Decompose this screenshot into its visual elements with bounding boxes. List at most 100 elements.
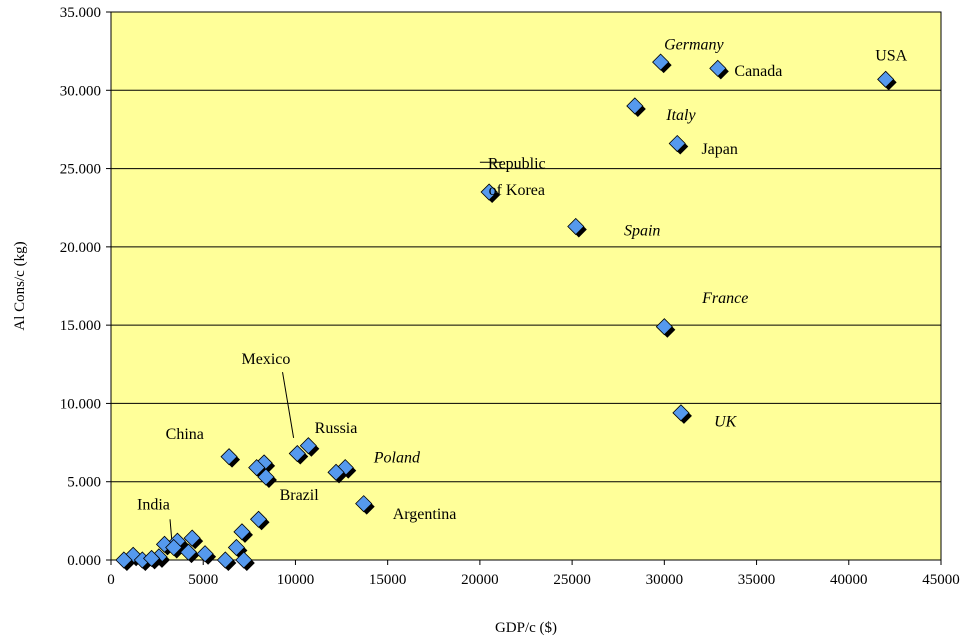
marker (227, 538, 245, 557)
plot-frame (110, 11, 942, 561)
annotation-label: Germany (664, 36, 724, 53)
y-tick-label: 10.000 (60, 396, 101, 412)
data-point (567, 217, 587, 238)
y-tick-label: 5.000 (67, 475, 101, 491)
annotation-label: China (166, 426, 204, 443)
marker (668, 134, 686, 153)
data-point (183, 529, 204, 550)
y-axis-ticks: 0.000 5.000 10.000 15.000 20.000 25.000 30.000… (60, 5, 111, 569)
marker (233, 523, 251, 541)
x-tick-label: 40000 (830, 572, 868, 588)
x-tick-label: 0 (107, 572, 115, 588)
data-point (216, 551, 237, 571)
marker (249, 510, 268, 528)
x-tick-label: 10000 (277, 572, 315, 588)
x-tick-label: 30000 (646, 572, 684, 588)
marker (183, 529, 201, 547)
annotation-label: Canada (734, 63, 782, 80)
marker (672, 404, 690, 422)
annotation-label: France (701, 290, 748, 307)
annotation-label: Mexico (241, 351, 290, 368)
marker (655, 318, 673, 336)
data-point (626, 97, 646, 117)
annotation-label: of Korea (489, 182, 545, 199)
leader-line (282, 372, 295, 438)
marker (567, 217, 585, 236)
data-point (257, 468, 277, 489)
y-tick-label: 25.000 (60, 162, 101, 178)
x-tick-label: 45000 (922, 572, 960, 588)
marker (355, 495, 373, 513)
marker (216, 551, 234, 569)
y-tick-label: 0.000 (67, 553, 101, 569)
y-tick-label: 30.000 (60, 83, 101, 99)
marker (257, 468, 275, 486)
x-axis-ticks: 0 5000 10000 15000 20000 25000 30000 35000 40000… (107, 560, 960, 588)
marker (165, 538, 183, 557)
data-point (220, 448, 241, 468)
data-point (115, 551, 135, 571)
data-point (877, 70, 897, 91)
x-tick-label: 20000 (461, 572, 499, 588)
data-point (672, 404, 692, 424)
marker (143, 549, 161, 567)
marker (709, 59, 727, 77)
data-point (480, 183, 501, 204)
data-point (709, 59, 729, 80)
annotation-label: Russia (315, 420, 358, 437)
data-point (235, 551, 255, 571)
data-point (143, 549, 163, 570)
data-point (179, 543, 200, 564)
data-point (668, 134, 689, 155)
marker (652, 53, 670, 71)
y-tick-label: 15.000 (60, 318, 101, 334)
marker (288, 444, 306, 463)
marker (179, 543, 198, 561)
marker (626, 97, 644, 115)
marker (248, 459, 266, 477)
x-tick-label: 5000 (188, 572, 218, 588)
annotation-label: Brazil (280, 487, 320, 504)
data-point (288, 444, 309, 465)
annotation-label: USA (875, 47, 907, 64)
data-point (655, 318, 676, 338)
annotation-label: India (137, 497, 170, 514)
data-point (249, 510, 270, 531)
x-tick-label: 15000 (369, 572, 407, 588)
data-point (355, 495, 375, 515)
x-axis-title: GDP/c ($) (495, 620, 557, 636)
leader-lines (169, 161, 503, 542)
data-point (196, 545, 217, 565)
leader-line (169, 519, 173, 542)
marker (877, 70, 895, 88)
data-point (652, 53, 672, 74)
y-tick-label: 20.000 (60, 240, 101, 256)
marker (480, 183, 498, 201)
marker (115, 551, 133, 569)
marker (196, 545, 214, 563)
x-tick-label: 25000 (553, 572, 591, 588)
marker (220, 448, 238, 466)
data-point (299, 437, 320, 457)
annotation-label: Spain (624, 223, 660, 240)
point-annotations: Germany USA Canada Italy Japan Republic of Kor… (137, 36, 908, 523)
y-tick-label: 35.000 (60, 5, 101, 21)
annotation-label: Italy (665, 107, 696, 124)
data-point (165, 538, 185, 559)
plot-area (111, 12, 941, 560)
annotation-label: UK (714, 414, 738, 431)
data-point (233, 523, 253, 543)
marker (299, 437, 317, 455)
data-points (115, 53, 897, 571)
annotation-label: Japan (701, 141, 737, 158)
annotation-label: Republic (488, 155, 546, 172)
data-point (327, 463, 348, 484)
annotation-label: Argentina (393, 506, 457, 523)
marker (327, 463, 345, 481)
annotation-label: Poland (373, 450, 421, 467)
marker (235, 551, 253, 569)
gridlines (111, 11, 941, 561)
x-tick-label: 35000 (738, 572, 776, 588)
y-axis-title: Al Cons/c (kg) (12, 241, 28, 330)
